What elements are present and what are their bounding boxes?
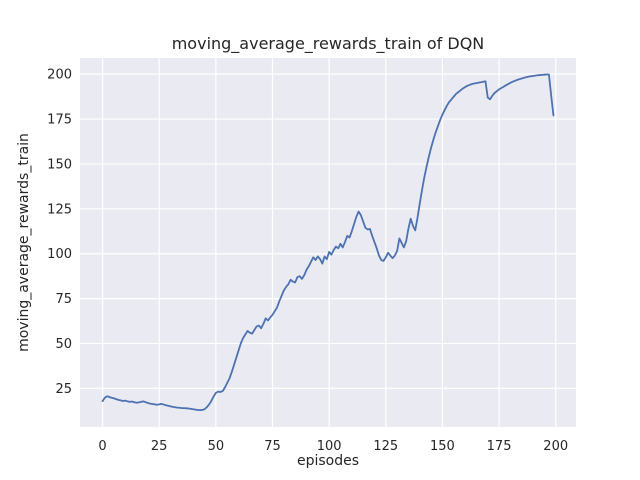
x-tick-label: 100 bbox=[317, 439, 342, 454]
y-tick-label: 25 bbox=[55, 382, 72, 397]
y-tick-label: 100 bbox=[47, 247, 72, 262]
x-tick-label: 125 bbox=[373, 439, 398, 454]
chart-title: moving_average_rewards_train of DQN bbox=[172, 34, 485, 54]
x-tick-label: 175 bbox=[487, 439, 512, 454]
y-tick-label: 125 bbox=[47, 202, 72, 217]
y-tick-label: 200 bbox=[47, 68, 72, 83]
y-tick-label: 150 bbox=[47, 157, 72, 172]
y-axis-label: moving_average_rewards_train bbox=[16, 133, 32, 352]
x-tick-label: 150 bbox=[430, 439, 455, 454]
x-tick-label: 25 bbox=[151, 439, 168, 454]
x-axis-label: episodes bbox=[297, 453, 359, 469]
x-tick-label: 50 bbox=[208, 439, 225, 454]
x-axis-tick-labels: 0 25 50 75 100 125 150 175 200 bbox=[98, 439, 568, 454]
y-tick-label: 50 bbox=[55, 337, 72, 352]
x-tick-label: 0 bbox=[98, 439, 106, 454]
x-tick-label: 75 bbox=[264, 439, 281, 454]
y-tick-label: 175 bbox=[47, 113, 72, 128]
reward-curve bbox=[101, 73, 555, 412]
y-tick-label: 75 bbox=[55, 292, 72, 307]
plot-area bbox=[80, 58, 576, 427]
y-axis-tick-labels: 25 50 75 100 125 150 175 200 bbox=[47, 68, 72, 397]
x-tick-label: 200 bbox=[543, 439, 568, 454]
